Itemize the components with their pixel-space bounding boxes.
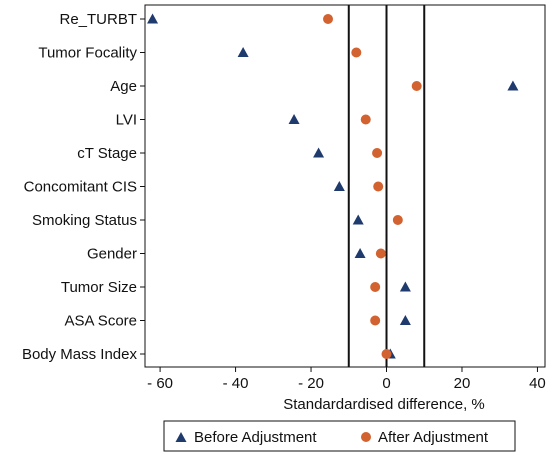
x-tick-label: - 60 — [147, 375, 173, 392]
after-adjustment-point — [360, 114, 371, 125]
before-adjustment-point — [237, 47, 249, 57]
y-category-label: Re_TURBT — [59, 11, 137, 28]
before-adjustment-point — [399, 281, 411, 292]
x-tick-label: 40 — [529, 375, 546, 392]
legend-box — [163, 420, 516, 452]
before-adjustment-point — [147, 13, 159, 24]
y-category-label: LVI — [116, 112, 137, 129]
before-adjustment-point — [354, 248, 366, 258]
after-adjustment-point — [370, 282, 381, 292]
before-adjustment-point — [399, 315, 411, 325]
y-category-label: Smoking Status — [32, 212, 137, 229]
after-adjustment-point — [373, 181, 384, 192]
after-adjustment-point — [392, 215, 403, 225]
y-category-label: Tumor Size — [61, 279, 137, 296]
after-adjustment-point — [351, 47, 362, 58]
legend-before-label: Before Adjustment — [194, 429, 317, 446]
plot-frame — [144, 4, 546, 368]
after-adjustment-point — [375, 248, 386, 259]
x-tick-label: - 40 — [223, 375, 249, 392]
legend-after-label: After Adjustment — [378, 429, 489, 446]
before-adjustment-point — [352, 214, 364, 225]
before-adjustment-point — [333, 181, 345, 191]
legend-after-marker — [361, 432, 371, 442]
after-adjustment-point — [411, 81, 422, 91]
y-category-label: cT Stage — [77, 145, 137, 162]
before-adjustment-point — [288, 114, 300, 124]
x-tick-label: 20 — [454, 375, 471, 392]
before-adjustment-point — [313, 147, 325, 158]
x-axis-title: Standardardised difference, % — [283, 396, 485, 413]
after-adjustment-point — [370, 315, 381, 326]
y-category-label: Concomitant CIS — [24, 179, 137, 196]
y-category-label: ASA Score — [64, 313, 137, 330]
y-category-label: Tumor Focality — [38, 45, 137, 62]
after-adjustment-point — [323, 14, 334, 24]
legend-before-marker — [175, 432, 187, 442]
x-tick-label: 0 — [382, 375, 390, 392]
y-category-label: Age — [110, 78, 137, 95]
y-category-label: Gender — [87, 246, 137, 263]
after-adjustment-point — [381, 349, 392, 359]
x-tick-label: - 20 — [298, 375, 324, 392]
after-adjustment-point — [372, 148, 383, 158]
before-adjustment-point — [507, 80, 519, 91]
legend: Before Adjustment After Adjustment — [163, 420, 516, 452]
y-category-label: Body Mass Index — [22, 346, 138, 363]
